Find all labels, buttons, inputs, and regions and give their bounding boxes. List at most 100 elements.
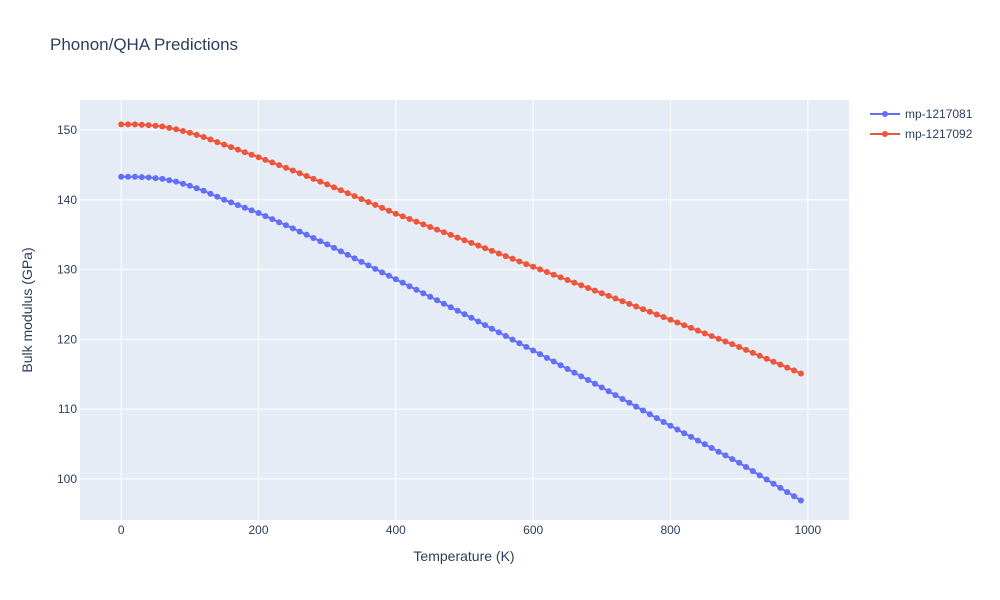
y-tick-labels: 100 110 120 130 140 150 [57, 123, 77, 486]
data-point [324, 241, 331, 248]
series-line [121, 175, 802, 502]
data-point [585, 377, 592, 384]
data-point [159, 123, 166, 130]
data-point [207, 136, 214, 143]
data-point [571, 279, 578, 286]
data-point [221, 196, 228, 203]
data-point [557, 274, 564, 281]
data-point [118, 121, 125, 128]
data-point [784, 364, 791, 371]
data-point [379, 204, 386, 211]
data-point [715, 448, 722, 455]
data-point [729, 341, 736, 348]
data-point [605, 292, 612, 299]
data-point [145, 174, 152, 181]
data-point [619, 298, 626, 305]
data-point [173, 178, 180, 185]
data-point [523, 343, 530, 350]
data-point [530, 347, 537, 354]
data-point [331, 184, 338, 191]
data-point [708, 445, 715, 451]
data-point [179, 180, 186, 187]
data-point [310, 235, 317, 241]
data-point [186, 182, 193, 189]
data-point [234, 146, 241, 153]
data-point [131, 173, 138, 180]
data-point [674, 426, 681, 433]
data-point [694, 437, 701, 444]
data-point [276, 219, 283, 226]
data-point [495, 329, 502, 336]
data-point [385, 207, 392, 214]
data-point [749, 349, 756, 356]
grid [80, 100, 849, 520]
data-point [537, 266, 544, 273]
data-point [385, 272, 392, 279]
data-point [351, 255, 358, 262]
data-point [509, 255, 516, 262]
data-point [550, 271, 557, 278]
data-point [282, 222, 289, 229]
data-point [468, 314, 475, 321]
data-point [543, 354, 550, 361]
y-tick-label: 120 [57, 332, 77, 346]
data-point [372, 265, 379, 272]
data-point [598, 290, 605, 297]
data-point [564, 277, 571, 283]
data-point [138, 121, 145, 128]
legend-item[interactable]: mp-1217081 [870, 107, 973, 121]
data-point [152, 122, 159, 129]
data-point [591, 287, 598, 294]
data-point [612, 392, 619, 399]
data-point [640, 306, 647, 313]
data-point [269, 159, 276, 166]
data-point [626, 300, 633, 307]
data-point [667, 422, 674, 429]
data-point [708, 333, 715, 340]
data-point [186, 129, 193, 136]
data-point [502, 332, 509, 339]
data-point [488, 247, 495, 254]
data-point [784, 489, 791, 496]
legend-marker [882, 131, 888, 137]
data-point [736, 459, 743, 466]
data-point [722, 338, 729, 345]
data-point [447, 231, 454, 238]
data-point [688, 324, 695, 331]
y-tick-label: 140 [57, 193, 77, 207]
data-point [262, 156, 269, 163]
data-point [420, 290, 427, 297]
data-point [152, 175, 159, 182]
legend-item[interactable]: mp-1217092 [870, 127, 973, 141]
data-point [406, 283, 413, 290]
data-point [454, 234, 461, 241]
y-tick-label: 130 [57, 263, 77, 277]
data-point [543, 269, 550, 276]
data-point [337, 187, 344, 194]
data-point [125, 121, 132, 128]
data-point [324, 181, 331, 188]
data-point [701, 441, 708, 448]
data-point [571, 369, 578, 376]
data-point [365, 262, 372, 269]
data-point [468, 239, 475, 246]
data-point [791, 493, 798, 500]
data-point [681, 430, 688, 437]
data-point [756, 472, 763, 479]
data-point [660, 418, 667, 425]
series-line [121, 123, 802, 375]
data-point [248, 151, 255, 158]
data-point [756, 352, 763, 359]
data-point [296, 228, 303, 235]
data-point [447, 304, 454, 311]
data-point [193, 131, 200, 138]
data-point [475, 318, 482, 325]
data-point [166, 177, 173, 184]
data-point [598, 384, 605, 391]
data-point [475, 242, 482, 249]
data-point [715, 335, 722, 342]
data-point [743, 463, 750, 470]
y-tick-label: 110 [58, 402, 77, 416]
data-point [420, 221, 427, 228]
data-point [516, 340, 523, 347]
